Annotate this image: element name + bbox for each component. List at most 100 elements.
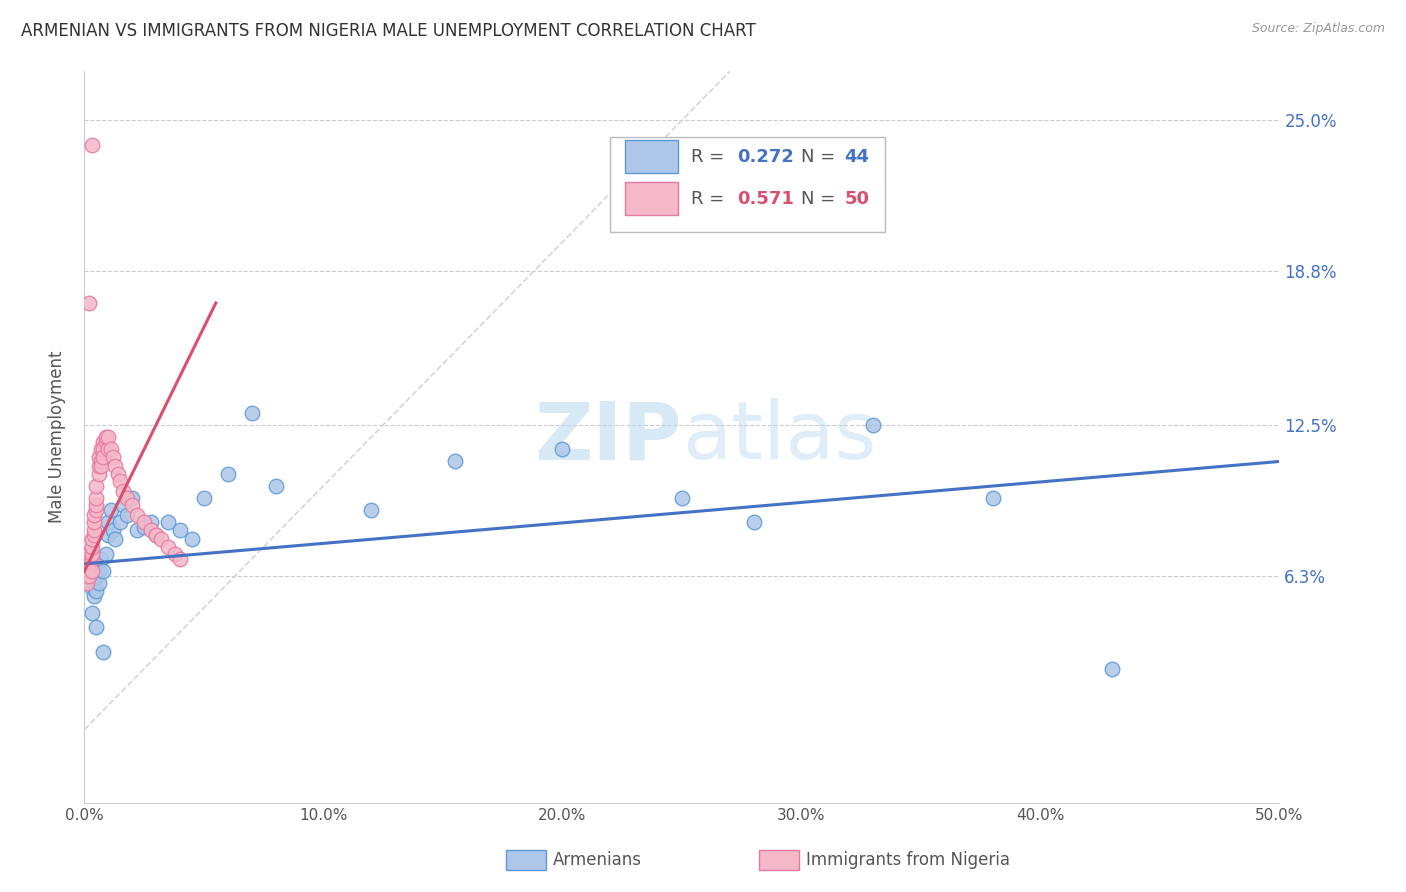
Text: 0.272: 0.272	[737, 148, 794, 166]
FancyBboxPatch shape	[624, 140, 678, 173]
Point	[86, 620, 108, 634]
Point	[240, 406, 263, 420]
Point	[141, 523, 163, 537]
Point	[97, 430, 120, 444]
Point	[90, 459, 112, 474]
Text: R =: R =	[692, 190, 731, 208]
Point	[77, 564, 100, 578]
Text: 44: 44	[845, 148, 869, 166]
Point	[101, 523, 124, 537]
Text: 0.571: 0.571	[737, 190, 794, 208]
Point	[862, 417, 884, 432]
Point	[77, 547, 100, 561]
Point	[76, 569, 98, 583]
Point	[444, 454, 467, 468]
Point	[981, 491, 1004, 505]
Point	[157, 540, 180, 554]
Point	[94, 547, 117, 561]
Point	[264, 479, 287, 493]
Text: Immigrants from Nigeria: Immigrants from Nigeria	[806, 851, 1010, 869]
Point	[94, 430, 117, 444]
Point	[80, 552, 103, 566]
Point	[86, 583, 108, 598]
Point	[77, 296, 100, 310]
Point	[83, 589, 105, 603]
Point	[165, 547, 187, 561]
Point	[80, 547, 103, 561]
Point	[193, 491, 215, 505]
Point	[551, 442, 574, 457]
Point	[117, 508, 139, 522]
Point	[87, 450, 110, 464]
Point	[169, 552, 191, 566]
Point	[86, 499, 108, 513]
Point	[77, 569, 100, 583]
Point	[87, 459, 110, 474]
Point	[125, 523, 148, 537]
Point	[107, 467, 129, 481]
Text: ZIP: ZIP	[534, 398, 682, 476]
Text: ARMENIAN VS IMMIGRANTS FROM NIGERIA MALE UNEMPLOYMENT CORRELATION CHART: ARMENIAN VS IMMIGRANTS FROM NIGERIA MALE…	[21, 22, 756, 40]
Y-axis label: Male Unemployment: Male Unemployment	[48, 351, 66, 524]
Point	[80, 137, 103, 152]
Text: Source: ZipAtlas.com: Source: ZipAtlas.com	[1251, 22, 1385, 36]
Point	[86, 503, 108, 517]
Point	[169, 523, 191, 537]
Point	[83, 527, 105, 541]
Point	[87, 576, 110, 591]
Point	[100, 503, 122, 517]
Point	[90, 454, 112, 468]
Point	[101, 450, 124, 464]
Point	[121, 491, 143, 505]
Point	[97, 442, 120, 457]
Point	[111, 483, 134, 498]
Point	[110, 516, 132, 530]
Point	[86, 569, 108, 583]
Text: atlas: atlas	[682, 398, 876, 476]
Point	[80, 540, 103, 554]
Point	[145, 527, 167, 541]
Point	[104, 459, 127, 474]
Point	[125, 508, 148, 522]
Point	[100, 442, 122, 457]
Point	[671, 491, 693, 505]
Point	[86, 479, 108, 493]
Point	[97, 527, 120, 541]
Point	[132, 520, 156, 534]
Point	[83, 516, 105, 530]
Text: Armenians: Armenians	[553, 851, 641, 869]
Point	[90, 442, 112, 457]
FancyBboxPatch shape	[624, 182, 678, 215]
Text: N =: N =	[801, 148, 841, 166]
Point	[77, 557, 100, 571]
Point	[83, 523, 105, 537]
Point	[83, 508, 105, 522]
Point	[80, 572, 103, 586]
Point	[94, 434, 117, 449]
Text: 50: 50	[845, 190, 869, 208]
Point	[217, 467, 239, 481]
Text: R =: R =	[692, 148, 731, 166]
Point	[360, 503, 382, 517]
Point	[86, 491, 108, 505]
Point	[1101, 662, 1123, 676]
Point	[80, 606, 103, 620]
Point	[93, 442, 115, 457]
Point	[80, 533, 103, 547]
Point	[93, 564, 115, 578]
Point	[76, 576, 98, 591]
Point	[93, 434, 115, 449]
Point	[104, 533, 127, 547]
FancyBboxPatch shape	[610, 137, 886, 232]
Point	[87, 564, 110, 578]
Point	[149, 533, 172, 547]
Point	[76, 569, 98, 583]
Point	[93, 645, 115, 659]
Point	[742, 516, 765, 530]
Point	[77, 569, 100, 583]
Point	[80, 581, 103, 595]
Point	[145, 527, 167, 541]
Point	[110, 474, 132, 488]
Point	[132, 516, 156, 530]
Point	[111, 499, 134, 513]
